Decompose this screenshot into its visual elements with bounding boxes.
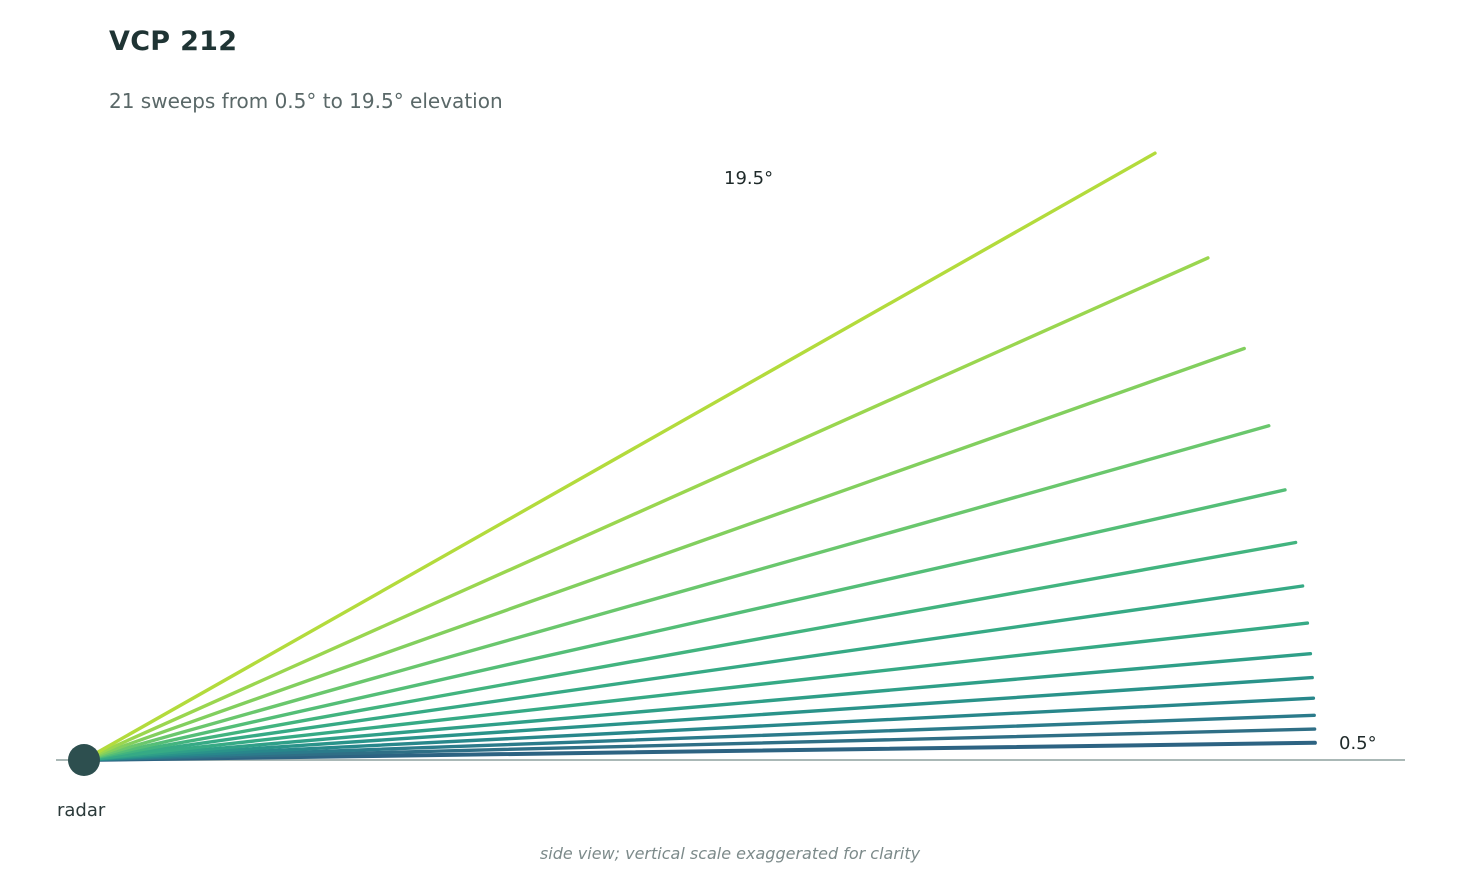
sweep-line bbox=[82, 424, 1271, 762]
radar-label: radar bbox=[57, 800, 106, 821]
footnote: side view; vertical scale exaggerated fo… bbox=[539, 844, 921, 863]
page-subtitle: 21 sweeps from 0.5° to 19.5° elevation bbox=[109, 89, 503, 113]
sweep-line bbox=[82, 346, 1246, 762]
sweep-line bbox=[82, 488, 1287, 762]
radar-dot bbox=[68, 744, 100, 776]
sweep-line bbox=[82, 727, 1317, 762]
sweep-line bbox=[82, 675, 1314, 762]
sweep-lines bbox=[82, 151, 1317, 762]
sweep-line bbox=[82, 652, 1313, 762]
sweep-line bbox=[82, 696, 1316, 762]
sweep-line bbox=[82, 151, 1157, 762]
sweep-line bbox=[82, 740, 1317, 762]
sweep-line bbox=[82, 256, 1210, 762]
top-angle-label: 19.5° bbox=[724, 168, 773, 189]
page-title: VCP 212 bbox=[109, 26, 238, 57]
sweep-line bbox=[82, 584, 1305, 762]
sweep-line bbox=[82, 540, 1298, 762]
sweep-line bbox=[82, 713, 1316, 762]
sweep-line bbox=[82, 621, 1310, 762]
bottom-angle-label: 0.5° bbox=[1339, 733, 1377, 754]
